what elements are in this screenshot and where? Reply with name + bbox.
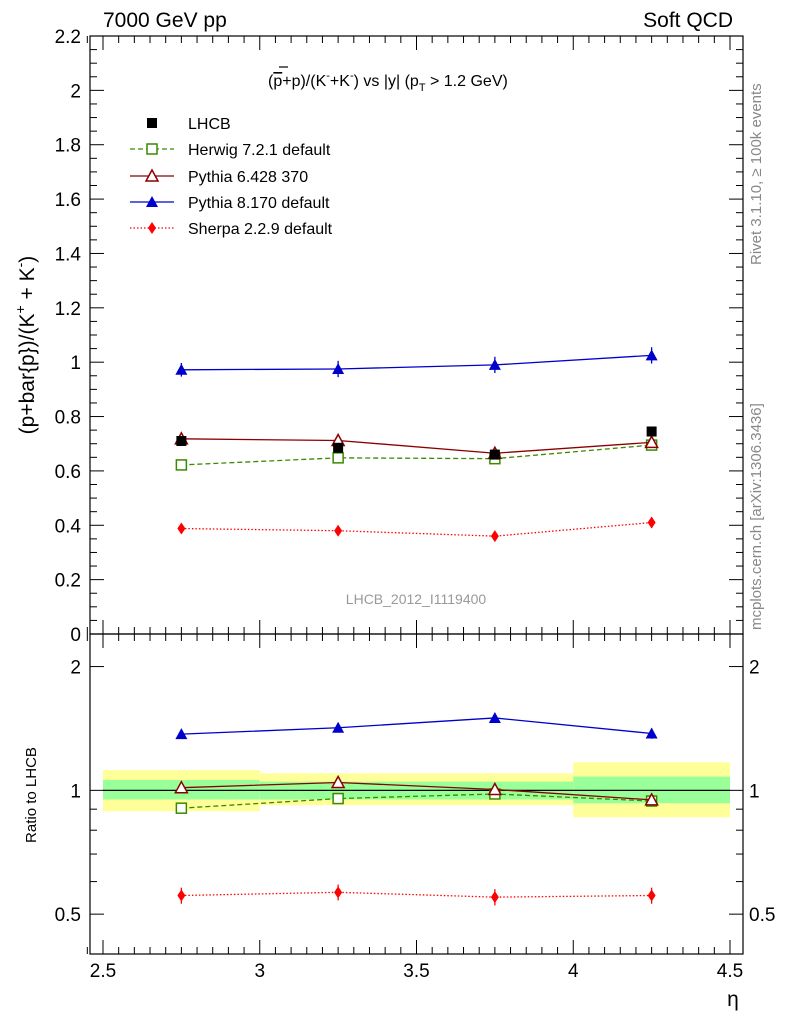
main-point-lhcb bbox=[176, 436, 187, 447]
rivet-label: Rivet 3.1.10, ≥ 100k events bbox=[748, 83, 765, 265]
svg-text:Pythia 6.428 370: Pythia 6.428 370 bbox=[188, 169, 308, 186]
ratio-line-sherpa bbox=[181, 891, 652, 898]
ratio-x-tick-label: 3 bbox=[254, 961, 265, 982]
main-point-sherpa bbox=[490, 530, 499, 543]
x-axis-label: η bbox=[727, 988, 739, 1011]
ratio-point-pythia6 bbox=[487, 781, 503, 796]
ratio-series-pythia8 bbox=[175, 711, 658, 740]
main-line-pythia8 bbox=[181, 354, 652, 371]
main-series-sherpa bbox=[177, 516, 656, 543]
ratio-y-tick-labels: 0.5 0.5 1 1 2 2 bbox=[55, 658, 776, 927]
ratio-line-pythia8 bbox=[181, 717, 652, 735]
ratio-y-tick-label-right: 1 bbox=[749, 781, 760, 802]
main-y-tick-label: 1.6 bbox=[55, 190, 81, 211]
ratio-point-herwig bbox=[175, 802, 188, 814]
ratio-y-axis-label: Ratio to LHCB bbox=[23, 747, 40, 843]
main-y-tick-label: 0.4 bbox=[55, 516, 82, 537]
main-y-tick-label: 0.6 bbox=[55, 462, 81, 483]
main-title: (p+p)/(K-+K-) vs |y| (pT > 1.2 GeV) bbox=[268, 70, 508, 94]
main-y-tick-label: 1 bbox=[70, 353, 81, 374]
ratio-y-tick-label-right: 0.5 bbox=[749, 905, 775, 926]
main-point-pythia8 bbox=[332, 362, 345, 374]
svg-text:Sherpa 2.2.9 default: Sherpa 2.2.9 default bbox=[188, 221, 333, 238]
ratio-point-sherpa bbox=[647, 889, 656, 902]
main-series-lhcb bbox=[176, 426, 657, 460]
main-y-tick-label: 0.2 bbox=[55, 571, 81, 592]
main-series-herwig bbox=[175, 439, 658, 471]
main-line-sherpa bbox=[181, 521, 652, 537]
ratio-y-tick-label-right: 2 bbox=[749, 658, 760, 679]
main-point-pythia8 bbox=[488, 358, 501, 370]
main-point-sherpa bbox=[334, 524, 343, 537]
mcplots-label: mcplots.cern.ch [arXiv:1306.3436] bbox=[748, 403, 765, 630]
ratio-point-pythia8 bbox=[175, 728, 188, 740]
main-y-tick-label: 2 bbox=[70, 81, 81, 102]
main-point-pythia8 bbox=[175, 363, 188, 375]
main-series bbox=[174, 347, 659, 543]
ratio-x-tick-label: 2.5 bbox=[90, 961, 116, 982]
main-point-herwig bbox=[175, 459, 188, 471]
ratio-line-pythia6 bbox=[181, 781, 652, 801]
main-y-tick-label: 1.4 bbox=[55, 244, 82, 265]
header-category: Soft QCD bbox=[643, 9, 733, 32]
main-ticks bbox=[86, 35, 744, 635]
main-y-tick-label: 0 bbox=[70, 625, 81, 646]
ratio-point-pythia6 bbox=[644, 792, 659, 806]
legend-entry-herwig: Herwig 7.2.1 default bbox=[130, 142, 331, 159]
legend-entry-sherpa: Sherpa 2.2.9 default bbox=[130, 221, 333, 238]
ratio-x-tick-label: 4.5 bbox=[717, 961, 743, 982]
ratio-y-tick-label: 2 bbox=[70, 658, 81, 679]
main-series-pythia6 bbox=[174, 431, 659, 459]
svg-text:Pythia 8.170 default: Pythia 8.170 default bbox=[188, 195, 330, 212]
ratio-line-herwig bbox=[181, 793, 652, 809]
ratio-panel: 0.5 0.5 1 1 2 2 2.5 3 3.5 4 4.5 Ratio to LHCB η bbox=[23, 633, 776, 1011]
main-point-pythia8 bbox=[645, 349, 658, 361]
main-y-tick-labels: 0 0.2 0.4 0.6 0.8 1 1.2 1.4 1.6 1.8 2 2.2 bbox=[55, 27, 82, 646]
ratio-series-sherpa bbox=[177, 884, 656, 906]
main-y-tick-label: 2.2 bbox=[55, 27, 81, 48]
ratio-x-tick-label: 4 bbox=[568, 961, 579, 982]
ratio-ticks bbox=[86, 633, 744, 955]
main-point-lhcb bbox=[333, 442, 344, 453]
main-point-sherpa bbox=[177, 522, 186, 535]
legend-entry-lhcb: LHCB bbox=[147, 116, 231, 133]
legend-entry-pythia8: Pythia 8.170 default bbox=[130, 195, 330, 212]
ratio-point-pythia6 bbox=[174, 780, 189, 794]
ratio-point-pythia8 bbox=[488, 711, 501, 723]
main-y-tick-label: 1.2 bbox=[55, 299, 81, 320]
svg-text:Herwig 7.2.1 default: Herwig 7.2.1 default bbox=[188, 142, 331, 159]
main-point-lhcb bbox=[646, 426, 657, 437]
ratio-point-sherpa bbox=[490, 891, 499, 904]
ratio-point-sherpa bbox=[177, 889, 186, 902]
ratio-x-tick-label: 3.5 bbox=[403, 961, 429, 982]
main-y-tick-label: 1.8 bbox=[55, 136, 81, 157]
header-energy: 7000 GeV pp bbox=[103, 9, 227, 32]
ratio-series bbox=[174, 711, 659, 906]
ratio-y-tick-label: 1 bbox=[70, 781, 81, 802]
ratio-x-tick-labels: 2.5 3 3.5 4 4.5 bbox=[90, 961, 743, 982]
ratio-point-pythia8 bbox=[645, 727, 658, 739]
main-point-pythia6 bbox=[644, 434, 659, 449]
main-line-pythia6 bbox=[181, 438, 652, 454]
main-point-sherpa bbox=[647, 516, 656, 529]
main-line-herwig bbox=[181, 444, 652, 466]
main-y-axis-label: (p+bar{p})/(K+ + K-) bbox=[12, 256, 39, 435]
main-series-pythia8 bbox=[175, 347, 658, 378]
legend: LHCB Herwig 7.2.1 default Pythia 6.428 3… bbox=[130, 116, 333, 238]
watermark: LHCB_2012_I1119400 bbox=[346, 591, 487, 607]
main-panel: 0 0.2 0.4 0.6 0.8 1 1.2 1.4 1.6 1.8 2 2.2 (p+bar{p}… bbox=[12, 27, 744, 646]
main-y-tick-label: 0.8 bbox=[55, 408, 81, 429]
ratio-y-tick-label: 0.5 bbox=[55, 905, 81, 926]
ratio-point-pythia8 bbox=[332, 721, 345, 733]
legend-entry-pythia6: Pythia 6.428 370 bbox=[130, 168, 308, 186]
ratio-point-pythia6 bbox=[330, 774, 346, 789]
ratio-bands bbox=[103, 762, 730, 818]
main-point-herwig bbox=[332, 452, 344, 464]
ratio-point-herwig bbox=[332, 792, 344, 805]
main-point-lhcb bbox=[489, 449, 500, 460]
svg-text:LHCB: LHCB bbox=[188, 116, 231, 133]
ratio-series-pythia6 bbox=[174, 774, 659, 806]
ratio-point-sherpa bbox=[334, 886, 343, 899]
